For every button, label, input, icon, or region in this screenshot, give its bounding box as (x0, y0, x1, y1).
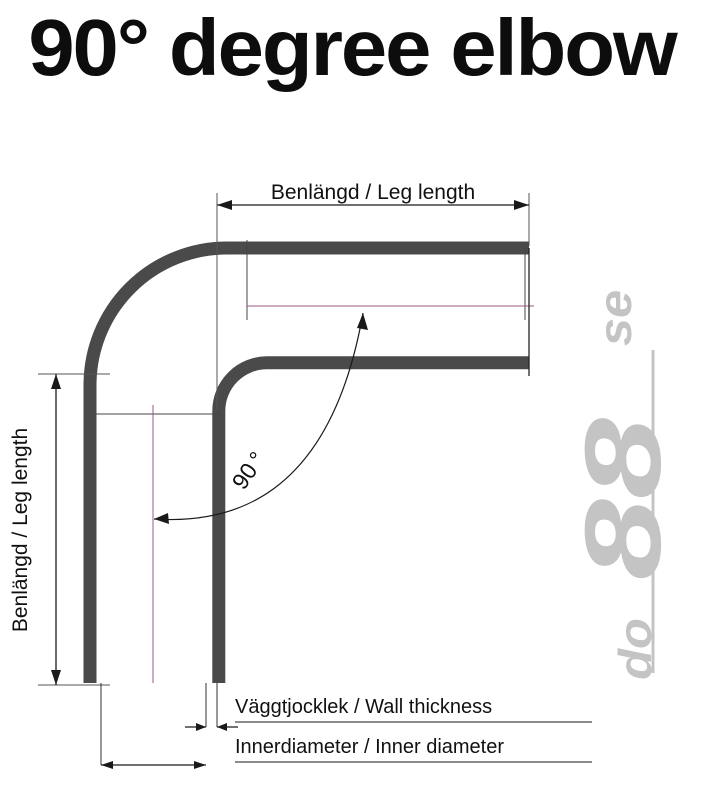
svg-text:Benlängd / Leg length: Benlängd / Leg length (271, 181, 475, 204)
svg-text:Benlängd / Leg length: Benlängd / Leg length (9, 428, 32, 632)
svg-text:Innerdiameter / Inner diameter: Innerdiameter / Inner diameter (235, 736, 504, 758)
svg-text:88: 88 (563, 417, 683, 580)
svg-text:Väggtjocklek / Wall thickness: Väggtjocklek / Wall thickness (235, 696, 492, 718)
svg-text:90 °: 90 ° (227, 447, 271, 494)
svg-text:se: se (590, 290, 641, 346)
